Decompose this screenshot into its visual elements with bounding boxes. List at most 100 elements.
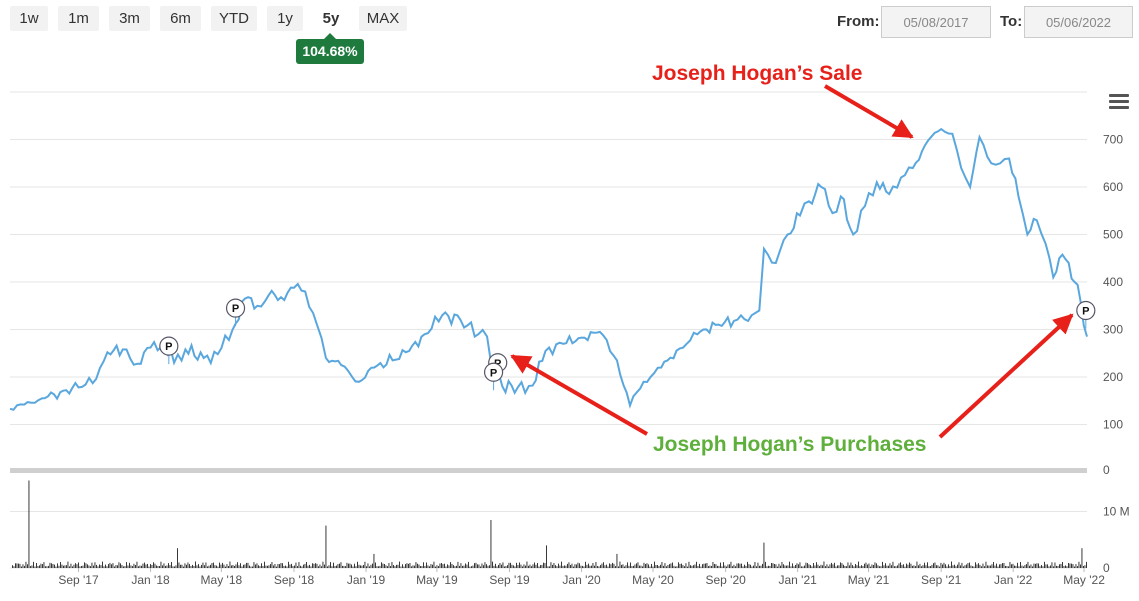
range-button-1y[interactable]: 1y — [267, 6, 303, 31]
volume-bar — [151, 565, 153, 568]
volume-bar — [786, 565, 787, 568]
range-button-ytd[interactable]: YTD — [211, 6, 257, 31]
volume-bar — [204, 565, 205, 568]
volume-bar — [333, 562, 334, 568]
volume-bar — [318, 566, 319, 568]
volume-bar — [787, 565, 789, 568]
x-tick-label: Jan '18 — [131, 573, 170, 587]
range-button-max[interactable]: MAX — [359, 6, 407, 31]
volume-bar — [622, 564, 624, 568]
volume-bar — [745, 565, 747, 568]
volume-bar — [904, 566, 906, 568]
volume-bar — [915, 566, 916, 568]
to-date-input[interactable] — [1024, 6, 1133, 38]
volume-bar — [516, 562, 517, 568]
volume-bar — [445, 566, 447, 568]
volume-bar — [319, 564, 321, 568]
y-tick-label: 500 — [1103, 228, 1123, 242]
volume-bar — [931, 564, 933, 568]
volume-bar — [793, 566, 795, 568]
volume-bar — [346, 562, 348, 568]
volume-bar — [588, 563, 589, 568]
volume-bar — [409, 563, 411, 568]
volume-bar — [195, 561, 196, 568]
volume-bar — [1063, 566, 1065, 568]
volume-bar — [721, 566, 723, 568]
volume-bar — [202, 562, 204, 568]
volume-bar — [285, 565, 286, 568]
range-button-3m[interactable]: 3m — [109, 6, 150, 31]
volume-bar — [961, 562, 963, 568]
volume-bar — [340, 562, 342, 568]
volume-bar — [877, 565, 879, 568]
volume-bar — [744, 564, 745, 568]
range-button-1m[interactable]: 1m — [58, 6, 99, 31]
volume-bar — [973, 566, 975, 568]
volume-bar — [175, 565, 177, 568]
volume-bar — [241, 566, 243, 568]
volume-bar — [85, 563, 87, 568]
volume-bar — [345, 566, 346, 568]
volume-bar — [484, 562, 486, 568]
volume-bar — [429, 566, 430, 568]
volume-bar — [706, 563, 708, 568]
volume-bar — [94, 562, 96, 568]
volume-bar — [813, 563, 814, 568]
volume-bar — [633, 565, 634, 568]
volume-bar — [82, 565, 84, 568]
purchase-marker-circle — [159, 336, 179, 356]
volume-bar — [529, 564, 531, 568]
volume-bar — [91, 562, 93, 568]
volume-bar — [294, 565, 295, 568]
range-button-1w[interactable]: 1w — [10, 6, 48, 31]
volume-bar — [27, 564, 28, 568]
from-label: From: — [837, 13, 880, 30]
volume-bar — [84, 562, 85, 568]
volume-bar — [396, 564, 397, 568]
volume-bar — [1015, 565, 1017, 568]
volume-bar — [978, 563, 979, 568]
menu-icon[interactable] — [1109, 94, 1129, 110]
range-button-5y[interactable]: 5y — [313, 6, 349, 31]
volume-bar — [246, 562, 247, 568]
volume-bar — [58, 565, 60, 568]
volume-bar — [549, 566, 550, 568]
volume-bar — [1024, 564, 1026, 568]
volume-bar — [490, 520, 492, 568]
volume-bar — [73, 564, 75, 568]
volume-bar — [462, 565, 463, 568]
volume-bar — [205, 562, 207, 568]
volume-bar — [862, 566, 864, 568]
volume-bar — [261, 563, 262, 568]
volume-bar — [1059, 564, 1060, 568]
volume-bar — [99, 564, 100, 568]
volume-bar — [156, 565, 157, 568]
volume-bar — [544, 563, 546, 568]
from-date-input[interactable] — [881, 6, 991, 38]
x-tick-label: May '19 — [416, 573, 458, 587]
volume-bar — [796, 563, 798, 568]
volume-bar — [868, 563, 870, 568]
volume-bar — [493, 565, 495, 568]
volume-bar — [108, 564, 109, 568]
volume-bar — [574, 564, 576, 568]
volume-bar — [385, 565, 387, 568]
purchase-marker-label: P — [1082, 306, 1089, 318]
volume-bar — [384, 564, 385, 568]
volume-bar — [717, 565, 718, 568]
volume-bar — [279, 564, 280, 568]
volume-bar — [1038, 563, 1039, 568]
volume-bar — [160, 561, 162, 568]
volume-bar — [231, 565, 232, 568]
volume-bar — [234, 566, 235, 568]
range-button-6m[interactable]: 6m — [160, 6, 201, 31]
volume-bar — [145, 564, 147, 568]
volume-bar — [831, 562, 832, 568]
volume-bar — [169, 565, 171, 568]
volume-bar — [577, 562, 579, 568]
purchase-marker: P — [483, 362, 504, 391]
volume-bar — [555, 565, 556, 568]
volume-bar — [856, 565, 858, 568]
volume-bar — [798, 564, 799, 568]
volume-bar — [538, 566, 540, 568]
